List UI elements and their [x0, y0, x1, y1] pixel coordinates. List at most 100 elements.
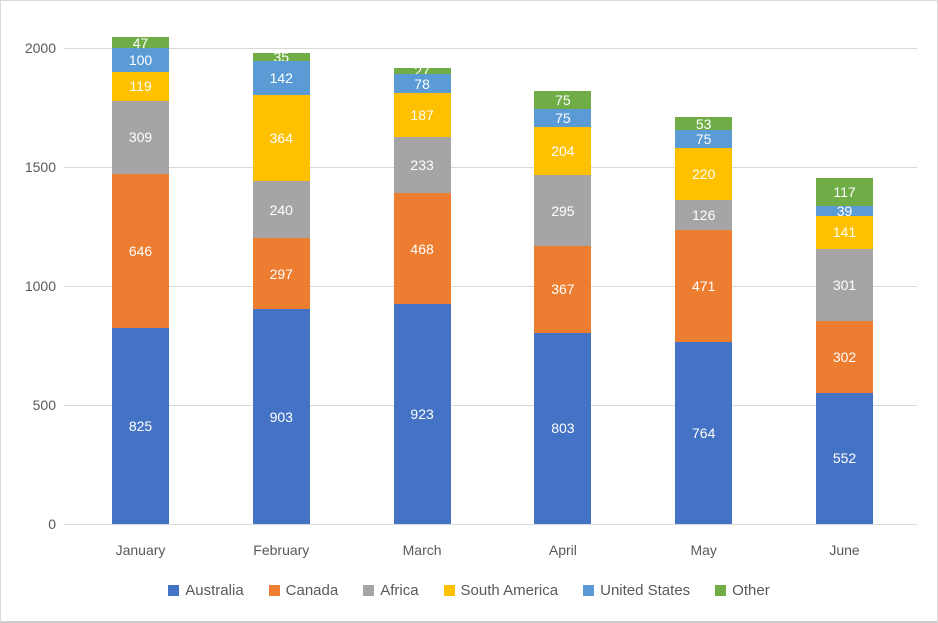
- x-tick-label-january: January: [115, 542, 166, 558]
- bar-segment-united-states[interactable]: 75: [675, 129, 733, 148]
- bar-segment-south-america[interactable]: 119: [112, 72, 169, 101]
- legend-swatch-icon: [363, 585, 375, 596]
- x-tick-label-may: May: [690, 542, 717, 558]
- legend-label: Australia: [185, 582, 244, 599]
- x-tick-label-march: March: [402, 542, 442, 558]
- y-tick-label-0: 0: [48, 516, 56, 532]
- legend-item-canada[interactable]: Canada: [268, 582, 339, 599]
- bar-segment-africa[interactable]: 301: [816, 249, 873, 321]
- bar-segment-australia[interactable]: 825: [112, 327, 169, 524]
- data-label: 126: [692, 207, 716, 224]
- bar-segment-australia[interactable]: 923: [393, 304, 451, 524]
- bar-june: 552 302 301 141 39 117: [816, 178, 873, 524]
- data-label: 301: [832, 276, 857, 293]
- legend-item-south-america[interactable]: South America: [443, 582, 559, 599]
- bar-february: 903 297 240 364 142 35: [252, 50, 310, 524]
- bar-segment-canada[interactable]: 471: [675, 230, 733, 343]
- bar-segment-canada[interactable]: 646: [112, 174, 169, 328]
- legend-label: Africa: [380, 582, 419, 599]
- legend-item-africa[interactable]: Africa: [363, 582, 419, 599]
- data-label: 117: [833, 184, 856, 201]
- data-label: 204: [551, 143, 575, 160]
- data-label: 803: [551, 420, 575, 437]
- data-label: 141: [832, 224, 857, 241]
- data-label: 923: [410, 406, 434, 423]
- bar-segment-south-america[interactable]: 204: [534, 126, 592, 176]
- data-label: 302: [832, 348, 857, 365]
- x-tick-label-june: June: [829, 542, 860, 558]
- legend-swatch-icon: [443, 585, 455, 596]
- data-label: 646: [128, 242, 153, 259]
- x-axis-line: [64, 524, 917, 525]
- bar-segment-australia[interactable]: 764: [675, 342, 733, 524]
- bar-segment-south-america[interactable]: 187: [393, 92, 451, 138]
- bar-segment-south-america[interactable]: 141: [816, 215, 873, 250]
- chart-legend: Australia Canada Africa South America United…: [1, 582, 937, 599]
- legend-item-united-states[interactable]: United States: [583, 582, 690, 599]
- legend-item-other[interactable]: Other: [715, 582, 770, 599]
- bar-segment-australia[interactable]: 803: [534, 332, 592, 524]
- bar-segment-south-america[interactable]: 364: [252, 94, 310, 182]
- data-label: 187: [410, 107, 434, 124]
- bar-march: 923 468 233 187 78 27: [393, 64, 451, 524]
- x-tick-label-april: April: [548, 542, 577, 558]
- bar-segment-canada[interactable]: 297: [252, 238, 310, 310]
- data-label: 471: [692, 278, 716, 295]
- data-label: 552: [832, 450, 857, 467]
- legend-swatch-icon: [715, 585, 727, 596]
- legend-label: Other: [732, 582, 770, 599]
- data-label: 468: [410, 240, 434, 257]
- data-label: 39: [836, 202, 853, 219]
- data-label: 53: [695, 115, 712, 132]
- y-tick-label-500: 500: [32, 397, 56, 413]
- y-tick-label-1500: 1500: [24, 159, 56, 175]
- bar-segment-other[interactable]: 117: [816, 178, 873, 207]
- legend-swatch-icon: [268, 585, 280, 596]
- data-label: 75: [695, 130, 712, 147]
- bar-segment-canada[interactable]: 367: [534, 245, 592, 333]
- data-label: 233: [410, 157, 434, 174]
- bar-segment-africa[interactable]: 309: [112, 100, 169, 174]
- bar-segment-united-states[interactable]: 142: [252, 60, 310, 95]
- bar-segment-other[interactable]: 53: [675, 115, 733, 132]
- data-label: 295: [551, 202, 575, 219]
- bar-segment-united-states[interactable]: 75: [534, 109, 592, 127]
- bar-segment-africa[interactable]: 240: [252, 181, 310, 239]
- bar-segment-australia[interactable]: 903: [252, 309, 310, 524]
- bar-segment-australia[interactable]: 552: [816, 392, 873, 524]
- legend-label: South America: [460, 582, 559, 599]
- bar-segment-canada[interactable]: 468: [393, 192, 451, 305]
- gridline-1000: [64, 286, 917, 287]
- bar-segment-africa[interactable]: 295: [534, 175, 592, 246]
- legend-swatch-icon: [583, 585, 595, 596]
- bar-segment-united-states[interactable]: 100: [112, 48, 169, 73]
- data-label: 100: [128, 52, 153, 69]
- data-label: 47: [132, 34, 149, 51]
- legend-label: United States: [600, 582, 691, 599]
- legend-label: Canada: [285, 582, 339, 599]
- gridline-2000: [64, 48, 917, 49]
- bar-segment-africa[interactable]: 233: [393, 137, 451, 193]
- bar-segment-other[interactable]: 75: [534, 91, 592, 110]
- x-tick-label-february: February: [253, 542, 310, 558]
- bar-may: 764 471 126 220 75 53: [675, 115, 733, 524]
- bar-segment-other[interactable]: 47: [112, 34, 169, 51]
- y-tick-label-1000: 1000: [24, 278, 56, 294]
- bar-segment-africa[interactable]: 126: [675, 200, 733, 231]
- bar-segment-south-america[interactable]: 220: [675, 147, 733, 201]
- bar-segment-united-states[interactable]: 39: [816, 202, 873, 219]
- bar-segment-canada[interactable]: 302: [816, 320, 873, 393]
- bar-segment-other[interactable]: 35: [252, 50, 310, 64]
- legend-item-australia[interactable]: Australia: [168, 582, 244, 599]
- legend-swatch-icon: [168, 585, 180, 596]
- data-label: 764: [692, 425, 716, 442]
- gridline-1500: [64, 167, 917, 168]
- gridline-500: [64, 405, 917, 406]
- bar-segment-united-states[interactable]: 78: [393, 74, 451, 93]
- data-label: 75: [555, 109, 571, 126]
- data-label: 309: [128, 129, 153, 146]
- data-label: 297: [269, 265, 293, 282]
- data-label: 142: [269, 69, 293, 86]
- data-label: 825: [128, 417, 153, 434]
